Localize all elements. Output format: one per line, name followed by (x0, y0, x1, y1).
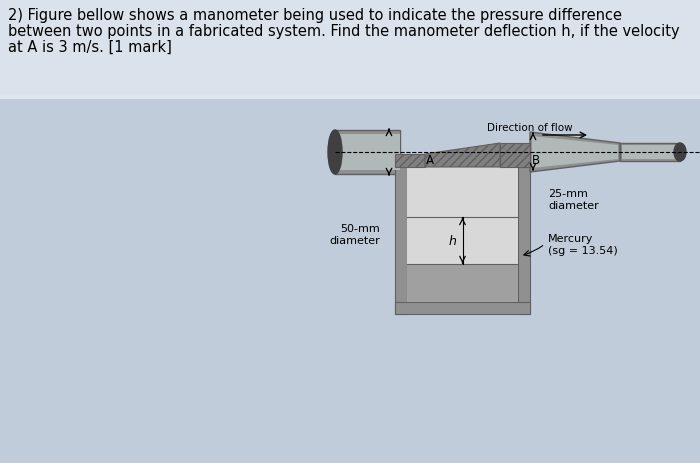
Bar (407, 168, 518, 302)
Text: h: h (449, 234, 456, 247)
Text: A: A (426, 154, 434, 167)
Polygon shape (532, 137, 618, 169)
Bar (407, 264, 518, 302)
Bar (500, 144, 530, 168)
Bar (0, 0, 700, 100)
Bar (518, 168, 530, 314)
Text: between two points in a fabricated system. Find the manometer deflection h, if t: between two points in a fabricated syste… (8, 24, 680, 39)
Text: Direction of flow: Direction of flow (487, 123, 573, 133)
Polygon shape (425, 144, 500, 168)
Bar (622, 146, 678, 160)
Polygon shape (530, 133, 620, 173)
Text: 2) Figure bellow shows a manometer being used to indicate the pressure differenc: 2) Figure bellow shows a manometer being… (8, 8, 622, 23)
Bar (395, 155, 425, 168)
Text: 25-mm
diameter: 25-mm diameter (548, 189, 598, 210)
Bar (338, 135, 400, 171)
Bar (620, 144, 680, 162)
Text: 50-mm
diameter: 50-mm diameter (329, 224, 380, 245)
Bar (395, 302, 530, 314)
Ellipse shape (674, 144, 686, 162)
Bar (395, 168, 407, 314)
Text: Mercury
(sg = 13.54): Mercury (sg = 13.54) (548, 234, 617, 255)
Text: at A is 3 m/s. [1 mark]: at A is 3 m/s. [1 mark] (8, 40, 172, 55)
Ellipse shape (328, 131, 342, 175)
Text: B: B (532, 154, 540, 167)
Bar (335, 131, 400, 175)
